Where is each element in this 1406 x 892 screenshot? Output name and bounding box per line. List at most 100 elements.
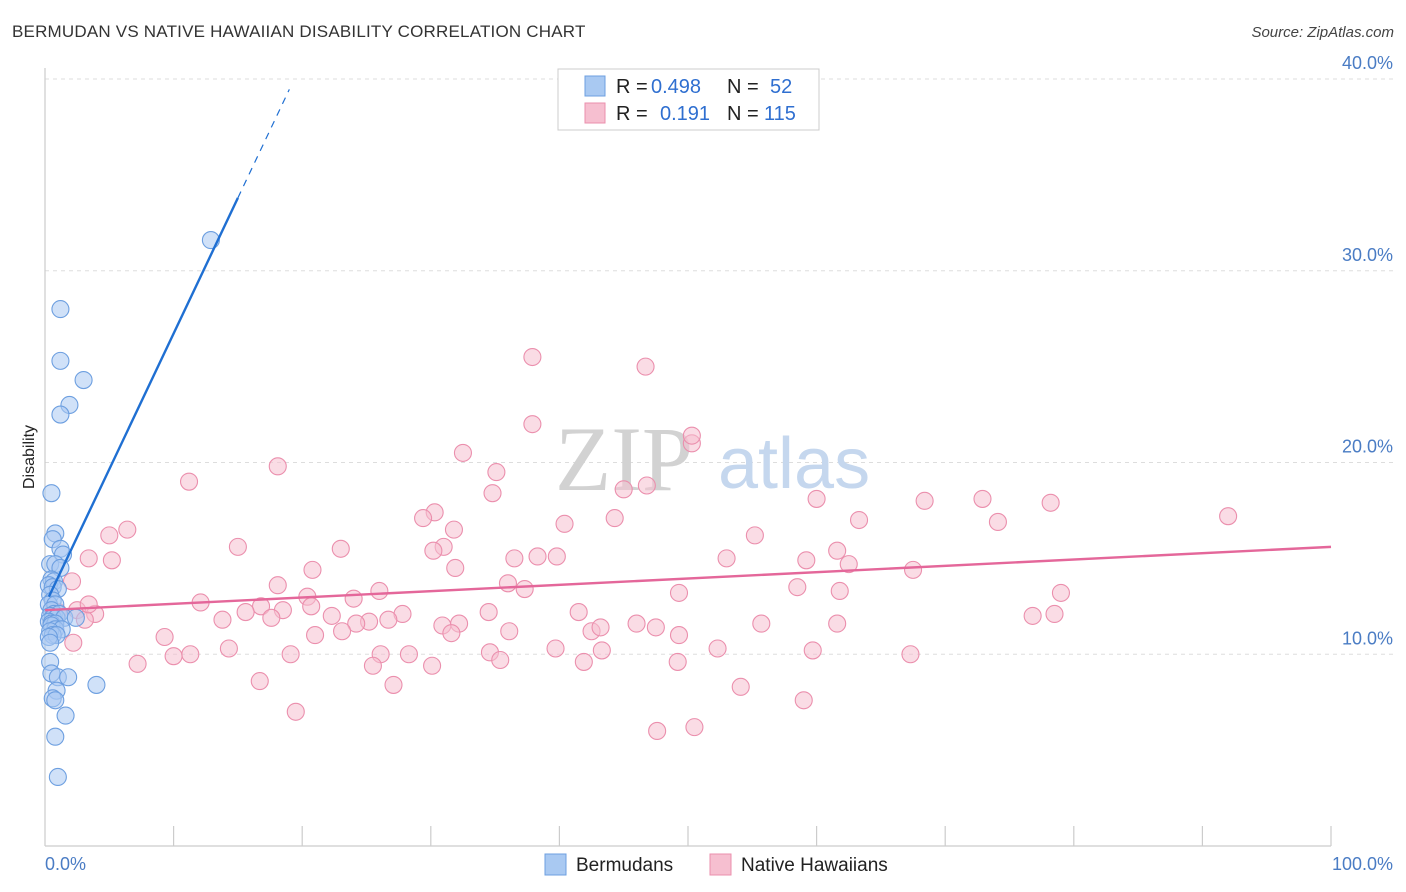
native-hawaiian-point-37 xyxy=(797,551,816,570)
native-hawaiians-trend-line xyxy=(44,545,1332,612)
native-hawaiian-point-67 xyxy=(627,614,646,633)
x-ticks xyxy=(173,826,1332,846)
native-hawaiian-point-51 xyxy=(669,583,689,602)
native-hawaiian-point-102 xyxy=(164,647,183,666)
native-hawaiian-point-49 xyxy=(903,560,923,579)
native-hawaiian-point-109 xyxy=(384,675,403,694)
native-hawaiian-point-7 xyxy=(487,463,506,482)
native-hawaiian-point-85 xyxy=(591,618,610,637)
native-hawaiian-point-84 xyxy=(500,622,519,641)
legend: Bermudans Native Hawaiians xyxy=(544,853,888,876)
native-hawaiian-point-112 xyxy=(286,702,305,721)
native-hawaiian-point-111 xyxy=(794,691,813,710)
native-hawaiian-point-42 xyxy=(446,558,465,578)
native-hawaiian-point-27 xyxy=(444,520,463,539)
native-hawaiian-point-113 xyxy=(685,718,704,737)
native-hawaiian-point-50 xyxy=(1051,583,1070,602)
native-hawaiian-point-20 xyxy=(555,514,574,533)
chart-source: Source: ZipAtlas.com xyxy=(1251,24,1394,41)
bermudan-point-30 xyxy=(66,608,85,627)
native-hawaiian-point-69 xyxy=(828,614,847,633)
native-hawaiian-point-97 xyxy=(708,639,727,658)
watermark-atlas: atlas xyxy=(718,424,870,504)
native-hawaiian-point-32 xyxy=(528,547,547,566)
native-hawaiian-point-95 xyxy=(546,639,565,658)
native-hawaiian-point-88 xyxy=(155,627,174,647)
native-hawaiian-point-61 xyxy=(569,603,588,622)
native-hawaiian-point-12 xyxy=(614,480,633,499)
native-hawaiian-point-35 xyxy=(839,555,858,574)
native-hawaiian-point-96 xyxy=(592,641,611,660)
native-hawaiian-point-59 xyxy=(479,603,498,622)
native-hawaiian-point-47 xyxy=(788,578,807,597)
native-hawaiian-point-2 xyxy=(682,426,701,445)
y-tick-label-40: 40.0% xyxy=(1342,53,1393,73)
native-hawaiian-point-25 xyxy=(100,526,119,545)
native-hawaiian-point-31 xyxy=(424,541,443,560)
native-hawaiian-point-15 xyxy=(915,491,934,510)
native-hawaiian-point-11 xyxy=(483,484,502,503)
bermudans-series xyxy=(39,231,220,787)
native-hawaiian-point-0 xyxy=(523,347,542,367)
native-hawaiian-point-38 xyxy=(828,541,847,560)
native-hawaiian-point-41 xyxy=(303,560,322,579)
bermudan-point-2 xyxy=(74,370,93,390)
native-hawaiian-point-110 xyxy=(731,677,750,696)
native-hawaiian-point-36 xyxy=(717,549,736,568)
stats-hawaiian-n-value: 115 xyxy=(764,103,796,125)
bermudan-point-41 xyxy=(41,633,60,652)
native-hawaiian-point-48 xyxy=(830,581,849,601)
native-hawaiian-point-58 xyxy=(236,603,255,622)
native-hawaiian-point-93 xyxy=(399,645,418,664)
native-hawaiian-point-3 xyxy=(636,357,655,376)
native-hawaiian-point-26 xyxy=(745,526,764,545)
native-hawaiian-point-76 xyxy=(347,614,366,633)
native-hawaiian-point-104 xyxy=(423,656,442,675)
native-hawaiian-point-78 xyxy=(646,618,665,637)
stats-hawaiian-r-value: 0.191 xyxy=(660,103,710,125)
stats-bermudan-swatch xyxy=(584,75,606,97)
y-tick-label-20: 20.0% xyxy=(1342,437,1393,457)
stats-bermudan-n-label: N = xyxy=(727,76,759,98)
bermudan-point-52 xyxy=(48,767,67,787)
native-hawaiian-point-65 xyxy=(379,610,398,629)
native-hawaiian-point-100 xyxy=(79,595,98,614)
bermudan-point-0 xyxy=(51,300,70,319)
native-hawaiian-point-40 xyxy=(102,551,121,570)
native-hawaiian-point-68 xyxy=(752,614,771,633)
native-hawaiian-point-21 xyxy=(605,509,624,528)
native-hawaiian-point-6 xyxy=(453,443,473,462)
native-hawaiian-point-101 xyxy=(128,654,147,673)
native-hawaiian-point-90 xyxy=(219,639,238,658)
native-hawaiian-point-33 xyxy=(547,547,566,566)
native-hawaiian-point-22 xyxy=(849,510,869,530)
native-hawaiian-point-28 xyxy=(228,537,247,556)
native-hawaiian-point-114 xyxy=(648,721,667,741)
native-hawaiian-point-75 xyxy=(262,608,281,627)
native-hawaiian-point-71 xyxy=(1045,604,1064,624)
legend-hawaiians-label: Native Hawaiians xyxy=(741,855,888,876)
trend-lines xyxy=(44,89,1332,612)
native-hawaiian-point-19 xyxy=(414,509,433,528)
native-hawaiian-point-29 xyxy=(331,539,350,558)
stats-hawaiian-r-label: R = xyxy=(616,103,648,125)
native-hawaiian-point-24 xyxy=(118,520,137,539)
native-hawaiian-point-82 xyxy=(333,622,352,641)
native-hawaiian-point-83 xyxy=(442,624,461,643)
bermudan-point-1 xyxy=(51,351,70,370)
native-hawaiian-point-39 xyxy=(79,549,98,568)
native-hawaiian-point-62 xyxy=(213,610,232,629)
native-hawaiian-point-81 xyxy=(306,626,325,645)
x-tick-label-max: 100.0% xyxy=(1332,854,1393,874)
native-hawaiian-point-89 xyxy=(181,645,200,664)
native-hawaiian-point-5 xyxy=(370,581,389,601)
y-tick-label-30: 30.0% xyxy=(1342,245,1393,265)
stats-hawaiian-n-label: N = xyxy=(727,103,759,125)
native-hawaiian-point-91 xyxy=(281,645,300,664)
y-axis-label: Disability xyxy=(21,425,38,489)
native-hawaiian-point-10 xyxy=(637,476,656,495)
legend-bermudans-swatch xyxy=(544,853,567,876)
bermudan-point-4 xyxy=(51,405,70,424)
bermudan-point-46 xyxy=(87,675,106,694)
native-hawaiians-series xyxy=(48,347,1238,741)
